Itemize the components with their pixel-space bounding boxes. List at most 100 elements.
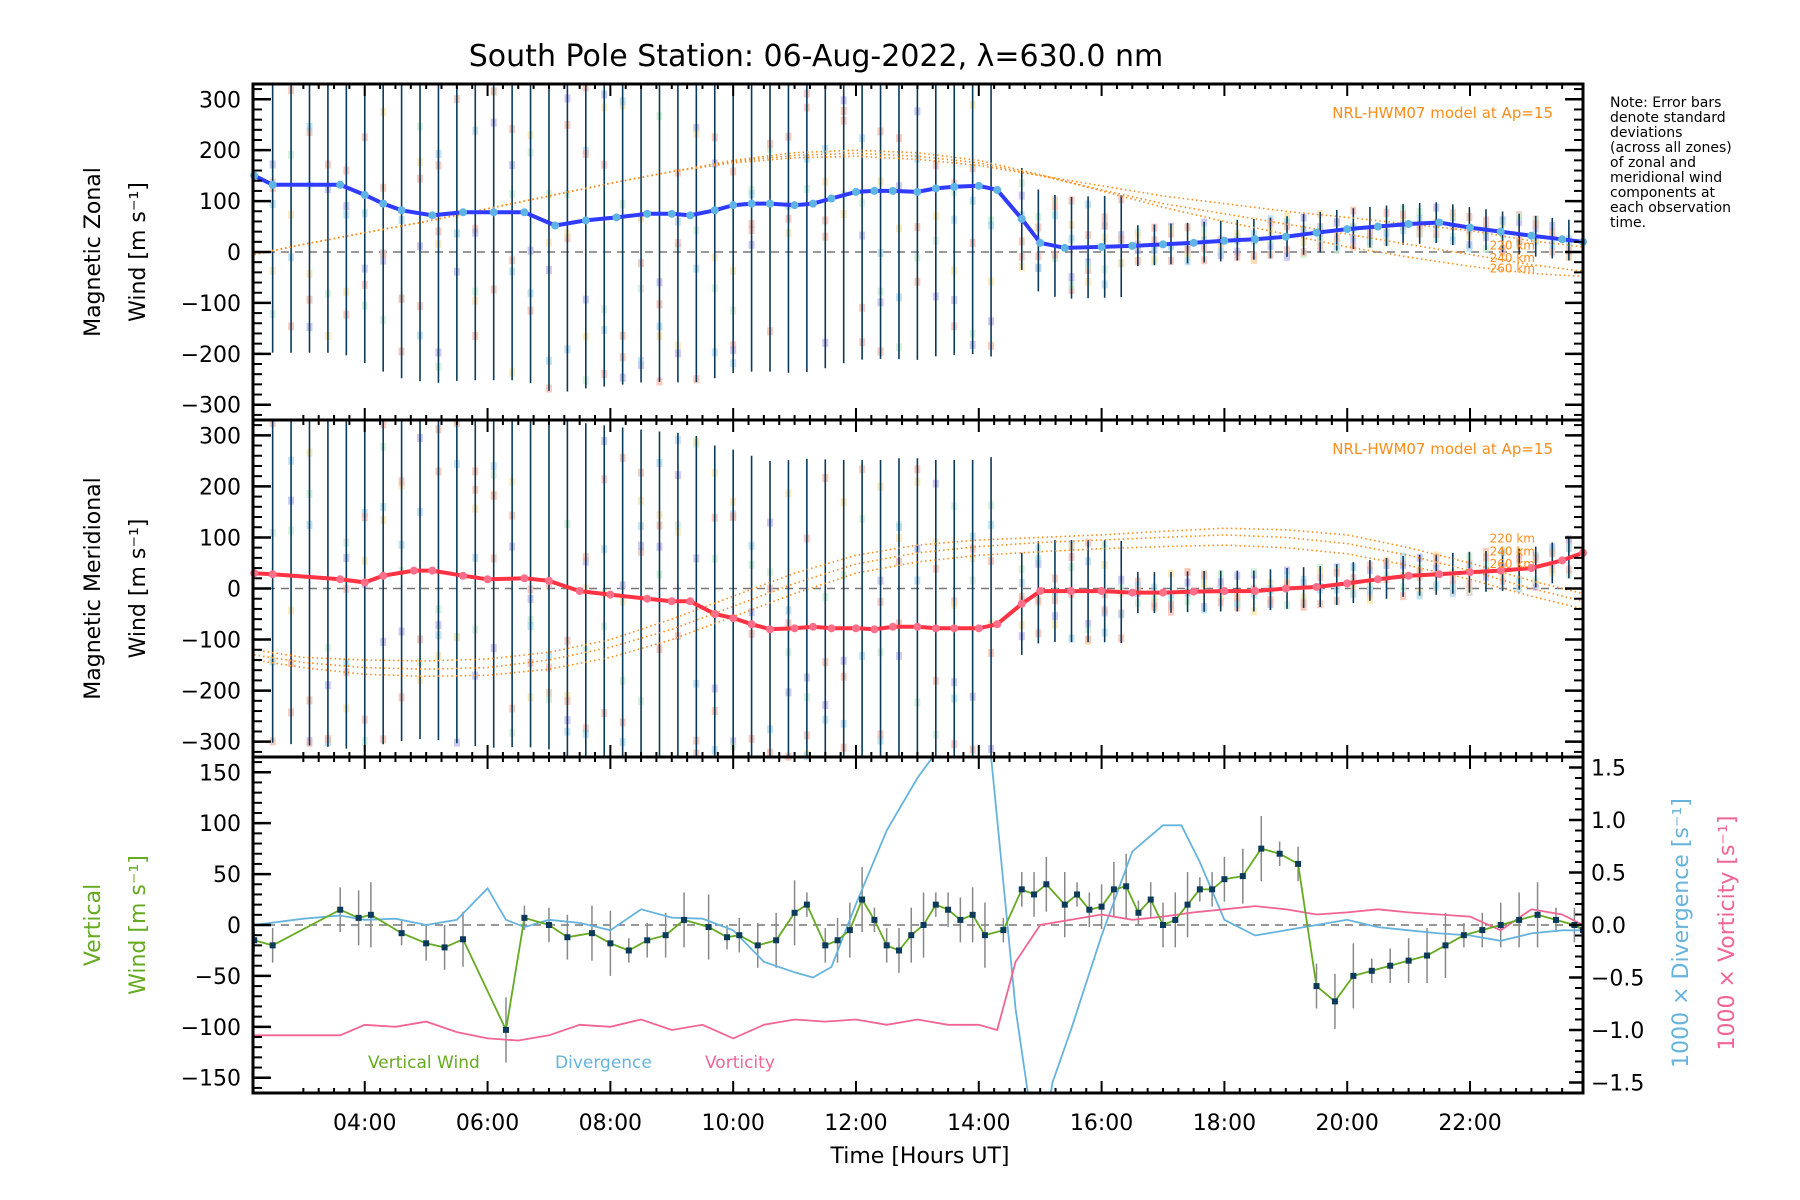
mean-wind-point: [1066, 587, 1075, 596]
altitude-label: 240 km: [1490, 544, 1535, 558]
x-tick-label: 06:00: [456, 1111, 519, 1136]
x-tick-label: 12:00: [824, 1111, 887, 1136]
x-tick-label: 22:00: [1438, 1111, 1501, 1136]
model-line-240km: [254, 534, 1584, 671]
vertical-wind-point: [1350, 972, 1357, 979]
mean-wind-point: [1466, 568, 1475, 577]
vertical-wind-point: [981, 932, 988, 939]
mean-wind-point: [809, 622, 817, 631]
note-line: each observation: [1610, 200, 1732, 216]
mean-wind-point: [612, 213, 621, 222]
note-line: time.: [1610, 215, 1647, 231]
mean-wind-point: [950, 182, 959, 191]
x-axis-title: Time [Hours UT]: [830, 1144, 1010, 1169]
y-tick-label: 150: [199, 761, 241, 786]
y-axis-title-line1: Magnetic Meridional: [81, 477, 106, 699]
note-line: deviations: [1610, 125, 1683, 141]
mean-wind-point: [851, 187, 860, 196]
mean-wind-point: [1343, 225, 1352, 234]
mean-wind-point: [1189, 587, 1198, 596]
vertical-wind-point: [1074, 891, 1081, 898]
vertical-wind-point: [1043, 881, 1050, 888]
mean-wind-point: [1435, 218, 1444, 227]
vertical-wind-point: [1135, 909, 1142, 916]
mean-wind-point: [1496, 227, 1505, 236]
y-tick-label: −300: [181, 394, 241, 419]
vertical-wind-point: [908, 932, 915, 939]
mean-wind-point: [888, 622, 897, 631]
mean-wind-point: [747, 199, 756, 208]
vertical-wind-point: [1552, 916, 1559, 923]
legend-vorticity: Vorticity: [705, 1053, 775, 1073]
mean-wind-point: [686, 211, 695, 220]
vertical-wind-point: [1479, 927, 1486, 934]
mean-wind-point: [747, 620, 756, 629]
vertical-wind-point: [871, 916, 878, 923]
y2-tick-label: 0.5: [1591, 862, 1626, 887]
legend-vertical-wind: Vertical Wind: [368, 1053, 480, 1073]
mean-wind-point: [870, 625, 879, 634]
model-line-260km: [254, 544, 1584, 678]
mean-wind-point: [643, 594, 652, 603]
vertical-wind-point: [625, 947, 632, 954]
mean-wind-point: [1404, 220, 1413, 228]
vertical-wind-point: [969, 911, 976, 918]
y-axis-title-line2: Wind [m s⁻¹]: [126, 182, 151, 322]
mean-wind-point: [913, 622, 922, 631]
vertical-wind-point: [588, 930, 595, 937]
vertical-wind-point: [644, 937, 651, 944]
vertical-wind-point: [945, 906, 952, 913]
mean-wind-point: [268, 180, 277, 189]
vertical-wind-point: [1018, 886, 1025, 893]
vertical-wind-point: [460, 936, 466, 943]
y-axis-title-line1: Vertical: [81, 884, 106, 966]
mean-wind-point: [1159, 240, 1167, 249]
error-bar-note: Note: Error bars denote standard deviati…: [1610, 96, 1790, 231]
y-axis-title-line1: Magnetic Zonal: [81, 167, 106, 337]
mean-wind-point: [993, 185, 1002, 194]
vertical-wind-point: [1160, 922, 1166, 928]
mean-wind-point: [1128, 588, 1137, 597]
x-tick-label: 20:00: [1316, 1111, 1379, 1136]
y-tick-label: 300: [199, 424, 241, 449]
model-line-220km: [254, 527, 1584, 662]
vertical-wind-point: [337, 906, 344, 913]
mean-wind-point: [766, 199, 775, 208]
vertical-wind-point: [791, 909, 798, 916]
mean-wind-point: [428, 566, 437, 575]
mean-wind-point: [459, 571, 467, 580]
y-tick-label: 100: [199, 812, 241, 837]
vertical-wind-point: [607, 940, 614, 947]
mean-wind-point: [790, 201, 799, 210]
model-label: NRL-HWM07 model at Ap=15: [1332, 440, 1553, 458]
mean-wind-point: [667, 597, 676, 606]
vertical-wind-point: [269, 942, 276, 949]
y-axis-title-line2: Wind [m s⁻¹]: [126, 855, 151, 995]
mean-wind-point: [1097, 587, 1106, 596]
vertical-wind-point: [502, 1026, 509, 1033]
note-line: of zonal and: [1610, 155, 1696, 171]
mean-wind-point: [544, 576, 553, 585]
y-tick-label: 300: [199, 88, 241, 113]
mean-wind-point: [1466, 223, 1475, 232]
vertical-wind-point: [1497, 922, 1504, 928]
mean-wind-point: [993, 620, 1002, 629]
mean-wind-point: [1496, 566, 1505, 575]
vertical-wind-point: [1331, 998, 1338, 1005]
mean-wind-point: [710, 610, 719, 619]
mean-wind-point: [1251, 235, 1260, 244]
vertical-wind-point: [822, 942, 829, 949]
mean-wind-point: [1343, 579, 1352, 588]
mean-wind-point: [1312, 228, 1321, 237]
vorticity-line: [254, 905, 1583, 1042]
mean-wind-point: [1036, 587, 1045, 596]
vertical-wind-point: [1258, 845, 1265, 852]
divergence-axis-title: 1000 × Divergence [s⁻¹]: [1669, 798, 1694, 1068]
y-tick-label: −150: [181, 1067, 241, 1092]
vertical-wind-point: [1000, 927, 1007, 934]
vertical-wind-point: [367, 911, 374, 918]
y-tick-label: 50: [213, 863, 241, 888]
legend-divergence: Divergence: [555, 1053, 652, 1073]
y-tick-label: 0: [227, 914, 241, 939]
